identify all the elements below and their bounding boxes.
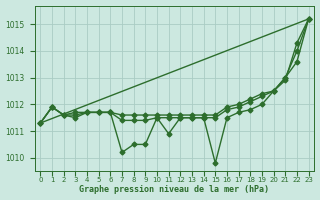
X-axis label: Graphe pression niveau de la mer (hPa): Graphe pression niveau de la mer (hPa) [79, 185, 269, 194]
